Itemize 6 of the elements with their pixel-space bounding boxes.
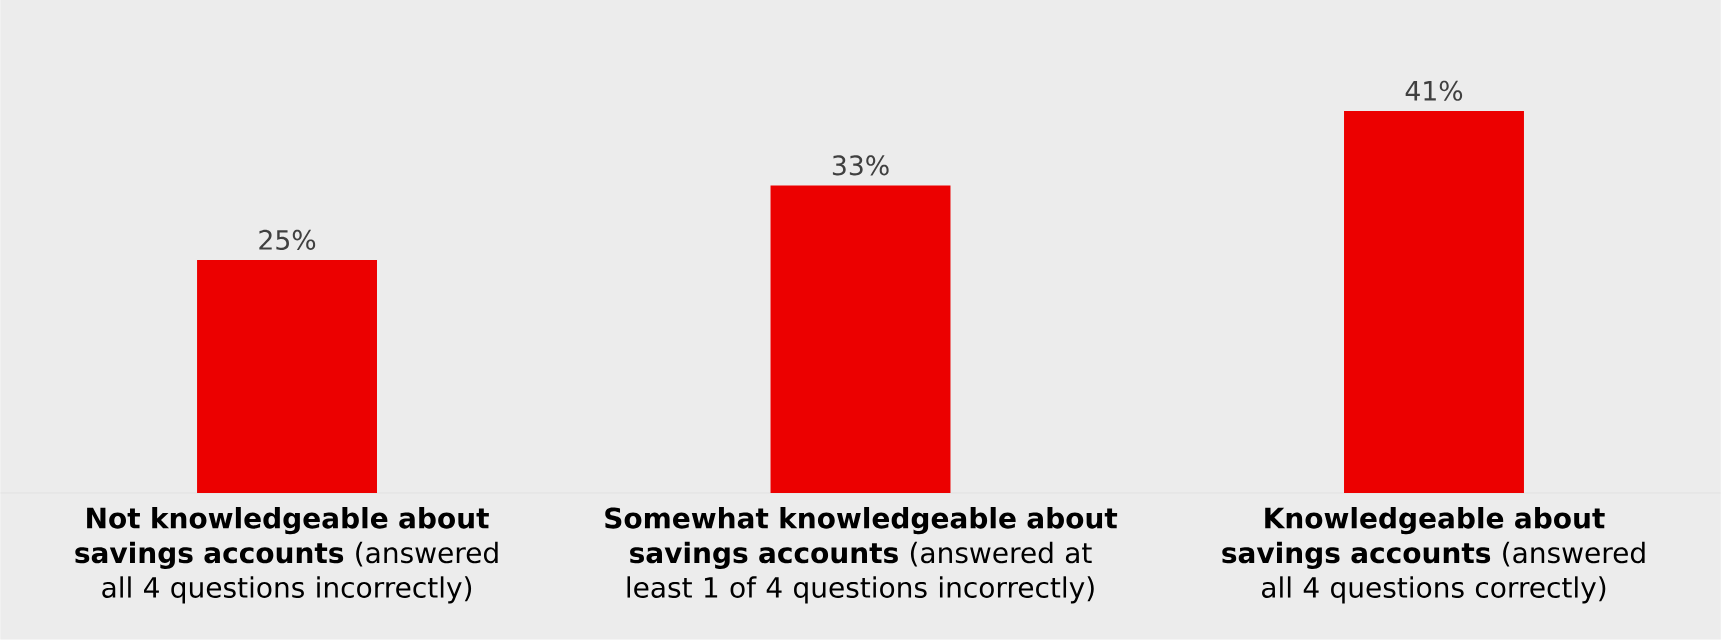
x-tick-label: Somewhat knowledgeable about savings accounts (answered at least 1 of 4 questions incorrectly) — [605, 507, 1118, 604]
x-tick-label: Knowledgeable about savings accounts (answered all 4 questions correctly) — [1222, 507, 1645, 604]
x-tick-label: Not knowledgeable about savings accounts (answered all 4 questions incorrectly) — [75, 507, 498, 604]
data-label: 33% — [832, 155, 889, 176]
data-label: 25% — [259, 229, 316, 251]
data-label: 41% — [1405, 80, 1463, 101]
